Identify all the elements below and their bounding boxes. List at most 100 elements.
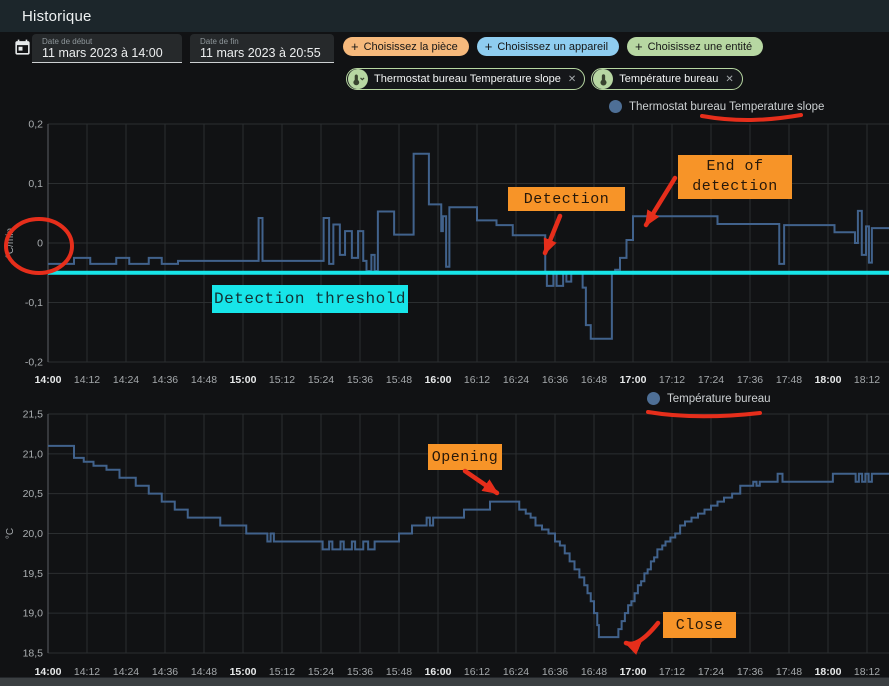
- legend-dot: [609, 100, 622, 113]
- legend-label: Thermostat bureau Temperature slope: [629, 100, 825, 113]
- detection-annotation: Detection: [508, 187, 625, 211]
- svg-text:-0,2: -0,2: [25, 357, 43, 369]
- svg-text:16:36: 16:36: [542, 374, 568, 386]
- plus-icon: +: [484, 39, 493, 54]
- svg-text:15:36: 15:36: [347, 666, 373, 678]
- svg-text:16:12: 16:12: [464, 666, 490, 678]
- svg-text:16:00: 16:00: [425, 666, 452, 678]
- svg-text:15:00: 15:00: [230, 666, 257, 678]
- end-date-field[interactable]: Date de fin 11 mars 2023 à 20:55: [190, 34, 334, 63]
- detection-threshold-annotation: Detection threshold: [212, 285, 408, 313]
- svg-text:17:24: 17:24: [698, 374, 724, 386]
- horizontal-scrollbar[interactable]: [0, 677, 889, 686]
- svg-text:21,0: 21,0: [23, 448, 44, 460]
- filter-chips-row: + Choisissez la pièce + Choisissez un ap…: [343, 37, 764, 56]
- svg-text:20,5: 20,5: [23, 488, 44, 500]
- svg-text:-0,1: -0,1: [25, 297, 43, 309]
- svg-text:16:24: 16:24: [503, 666, 529, 678]
- entity-chip-label: Thermostat bureau Temperature slope: [374, 73, 561, 85]
- svg-text:18:00: 18:00: [815, 374, 842, 386]
- svg-text:14:24: 14:24: [113, 374, 139, 386]
- svg-text:16:24: 16:24: [503, 374, 529, 386]
- close-icon[interactable]: ✕: [567, 73, 577, 85]
- choose-room-chip[interactable]: + Choisissez la pièce: [343, 37, 469, 56]
- svg-text:17:48: 17:48: [776, 374, 802, 386]
- svg-text:14:12: 14:12: [74, 374, 100, 386]
- close-icon[interactable]: ✕: [725, 73, 734, 85]
- svg-text:0,1: 0,1: [28, 178, 43, 190]
- legend-thermostat-slope[interactable]: Thermostat bureau Temperature slope: [609, 100, 824, 113]
- entity-chip-label: Température bureau: [619, 73, 719, 85]
- svg-text:17:12: 17:12: [659, 666, 685, 678]
- svg-text:19,0: 19,0: [23, 608, 44, 620]
- svg-text:14:36: 14:36: [152, 666, 178, 678]
- svg-text:17:00: 17:00: [620, 666, 647, 678]
- svg-text:20,0: 20,0: [23, 528, 44, 540]
- svg-text:°C/min: °C/min: [5, 228, 16, 258]
- svg-text:16:48: 16:48: [581, 374, 607, 386]
- choose-device-label: Choisissez un appareil: [497, 40, 609, 53]
- legend-label: Température bureau: [667, 392, 771, 405]
- svg-text:°C: °C: [5, 528, 16, 539]
- svg-text:19,5: 19,5: [23, 568, 44, 580]
- calendar-button[interactable]: [9, 37, 35, 61]
- svg-text:0,2: 0,2: [28, 119, 43, 131]
- svg-text:17:12: 17:12: [659, 374, 685, 386]
- thermometer-icon: [593, 69, 614, 89]
- start-date-label: Date de début: [42, 37, 93, 46]
- svg-text:18:00: 18:00: [815, 666, 842, 678]
- svg-text:14:00: 14:00: [35, 666, 62, 678]
- svg-text:15:48: 15:48: [386, 666, 412, 678]
- svg-text:14:48: 14:48: [191, 666, 217, 678]
- svg-text:21,5: 21,5: [23, 409, 44, 421]
- svg-text:18:12: 18:12: [854, 374, 880, 386]
- svg-text:18:12: 18:12: [854, 666, 880, 678]
- svg-text:14:48: 14:48: [191, 374, 217, 386]
- entity-chip-thermostat-slope[interactable]: Thermostat bureau Temperature slope ✕: [346, 68, 586, 90]
- calendar-icon: [13, 39, 32, 60]
- plus-icon: +: [635, 39, 643, 54]
- choose-device-chip[interactable]: + Choisissez un appareil: [476, 37, 620, 56]
- end-date-label: Date de fin: [200, 37, 239, 46]
- svg-text:15:12: 15:12: [269, 374, 295, 386]
- svg-text:16:12: 16:12: [464, 374, 490, 386]
- choose-room-label: Choisissez la pièce: [363, 40, 458, 53]
- svg-text:14:36: 14:36: [152, 374, 178, 386]
- legend-temperature-bureau[interactable]: Température bureau: [647, 392, 771, 405]
- svg-text:17:00: 17:00: [620, 374, 647, 386]
- svg-text:14:24: 14:24: [113, 666, 139, 678]
- end-of-detection-annotation: End of detection: [678, 155, 792, 199]
- opening-annotation: Opening: [428, 444, 502, 470]
- choose-entity-chip[interactable]: + Choisissez une entité: [627, 37, 764, 56]
- svg-text:15:24: 15:24: [308, 666, 334, 678]
- svg-text:17:48: 17:48: [776, 666, 802, 678]
- header: Historique: [0, 0, 889, 32]
- page-title: Historique: [22, 7, 92, 25]
- plus-icon: +: [351, 39, 359, 54]
- choose-entity-label: Choisissez une entité: [647, 40, 753, 53]
- entity-chip-temperature[interactable]: Température bureau ✕: [591, 68, 743, 90]
- svg-text:15:00: 15:00: [230, 374, 257, 386]
- svg-text:16:48: 16:48: [581, 666, 607, 678]
- svg-text:15:12: 15:12: [269, 666, 295, 678]
- svg-text:14:12: 14:12: [74, 666, 100, 678]
- svg-text:15:36: 15:36: [347, 374, 373, 386]
- svg-text:16:00: 16:00: [425, 374, 452, 386]
- close-annotation: Close: [663, 612, 736, 638]
- svg-text:14:00: 14:00: [35, 374, 62, 386]
- thermometer-chevron-icon: [348, 69, 368, 89]
- start-date-field[interactable]: Date de début 11 mars 2023 à 14:00: [32, 34, 182, 63]
- svg-text:15:48: 15:48: [386, 374, 412, 386]
- entity-chips-row: Thermostat bureau Temperature slope ✕ Te…: [346, 68, 743, 90]
- svg-text:17:36: 17:36: [737, 374, 763, 386]
- end-date-value: 11 mars 2023 à 20:55: [200, 46, 321, 60]
- start-date-value: 11 mars 2023 à 14:00: [42, 46, 163, 60]
- svg-text:16:36: 16:36: [542, 666, 568, 678]
- svg-text:18,5: 18,5: [23, 648, 44, 660]
- svg-text:0: 0: [37, 238, 43, 250]
- legend-dot: [647, 392, 660, 405]
- svg-text:15:24: 15:24: [308, 374, 334, 386]
- svg-text:17:24: 17:24: [698, 666, 724, 678]
- svg-text:17:36: 17:36: [737, 666, 763, 678]
